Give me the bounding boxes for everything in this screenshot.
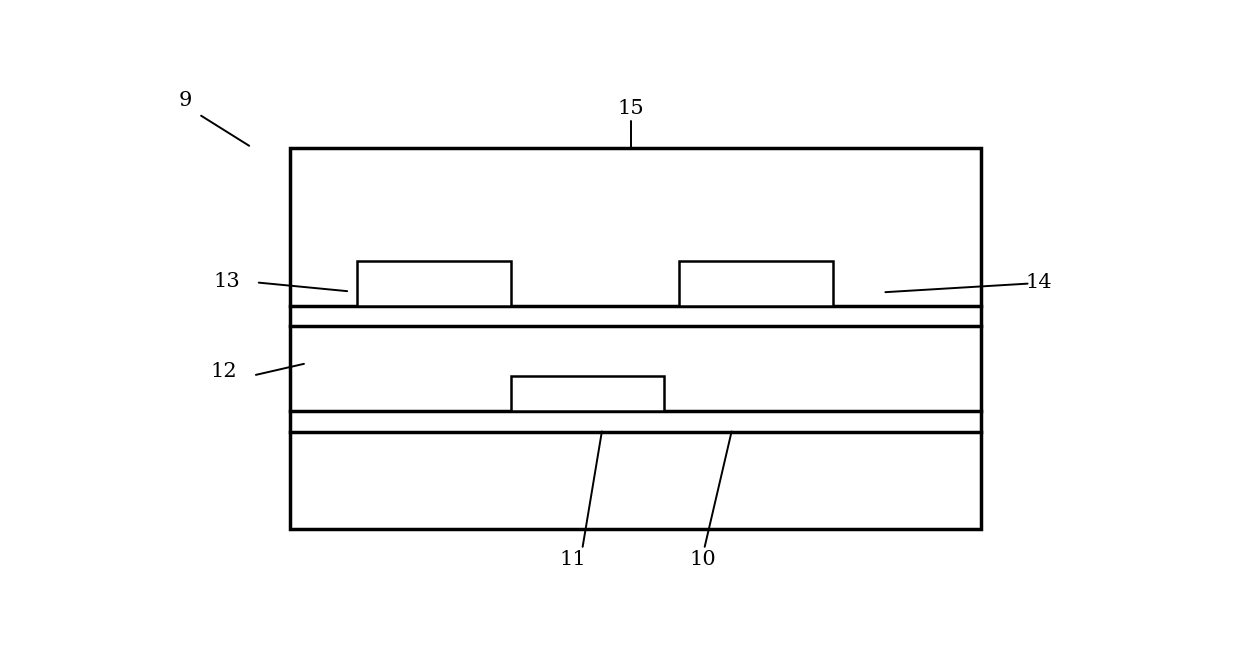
Bar [357,261,511,306]
Bar [290,148,982,529]
Text: 12: 12 [211,362,238,381]
Text: 9: 9 [179,91,192,110]
Text: 13: 13 [213,271,241,290]
Bar [511,376,665,411]
Text: 14: 14 [1025,273,1053,292]
Text: 15: 15 [618,99,644,118]
Text: 11: 11 [559,550,587,569]
Text: 10: 10 [689,550,717,569]
Bar [678,261,832,306]
